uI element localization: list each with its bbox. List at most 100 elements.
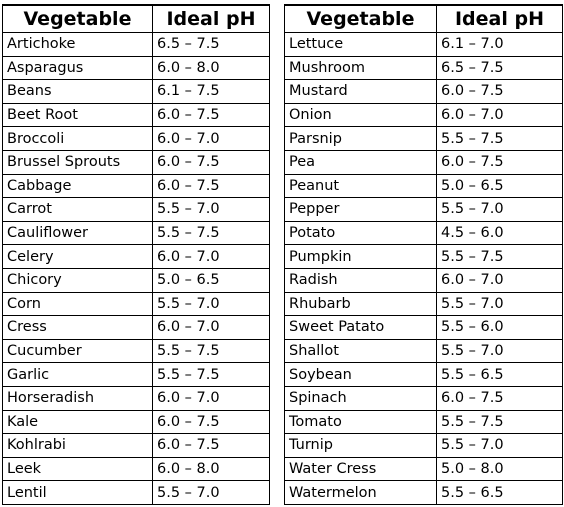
ph-range-cell: 6.0 – 7.0: [436, 102, 563, 128]
table-row: Onion 6.0 – 7.0: [284, 102, 563, 128]
vegetable-cell: Beans: [2, 79, 153, 104]
vegetable-cell: Pepper: [284, 197, 437, 222]
ph-range-cell: 6.0 – 7.5: [152, 409, 270, 435]
header-row: Vegetable Ideal pH: [2, 4, 270, 33]
ph-range-cell: 6.0 – 7.0: [152, 315, 270, 340]
vegetable-cell: Cabbage: [2, 173, 153, 199]
ph-range-cell: 6.1 – 7.5: [152, 79, 270, 104]
table-row: Brussel Sprouts 6.0 – 7.5: [2, 149, 270, 175]
vegetable-cell: Leek: [2, 456, 153, 482]
table-row: Water Cress 5.0 – 8.0: [284, 456, 563, 482]
table-row: Pepper 5.5 – 7.0: [284, 197, 563, 222]
vegetable-cell: Cress: [2, 315, 153, 340]
ph-range-cell: 5.5 – 7.5: [152, 338, 270, 364]
vegetable-cell: Lettuce: [284, 32, 437, 57]
ph-range-cell: 5.5 – 6.5: [436, 480, 563, 505]
ph-range-cell: 6.0 – 7.0: [152, 244, 270, 269]
table-row: Spinach 6.0 – 7.5: [284, 385, 563, 411]
ph-range-cell: 5.5 – 7.0: [152, 197, 270, 222]
ph-range-cell: 6.0 – 7.5: [436, 149, 563, 175]
ph-range-cell: 5.5 – 7.0: [152, 291, 270, 317]
vegetable-cell: Carrot: [2, 197, 153, 222]
vegetable-cell: Soybean: [284, 362, 437, 387]
table-row: Lettuce 6.1 – 7.0: [284, 32, 563, 57]
vegetable-cell: Chicory: [2, 267, 153, 293]
ph-range-cell: 5.0 – 6.5: [152, 267, 270, 293]
table-row: Cauliflower 5.5 – 7.5: [2, 220, 270, 246]
ideal-ph-header: Ideal pH: [436, 4, 563, 33]
table-row: Shallot 5.5 – 7.0: [284, 338, 563, 364]
ph-range-cell: 6.0 – 7.0: [436, 267, 563, 293]
vegetable-cell: Beet Root: [2, 102, 153, 128]
table-row: Horseradish 6.0 – 7.0: [2, 385, 270, 411]
vegetable-header: Vegetable: [284, 4, 437, 33]
vegetable-cell: Celery: [2, 244, 153, 269]
table-row: Garlic 5.5 – 7.5: [2, 362, 270, 387]
ph-range-cell: 6.1 – 7.0: [436, 32, 563, 57]
ph-range-cell: 5.0 – 8.0: [436, 456, 563, 482]
ph-range-cell: 6.0 – 7.5: [152, 173, 270, 199]
vegetable-cell: Artichoke: [2, 32, 153, 57]
table-row: Mustard 6.0 – 7.5: [284, 79, 563, 104]
vegetable-cell: Brussel Sprouts: [2, 149, 153, 175]
table-row: Cabbage 6.0 – 7.5: [2, 173, 270, 199]
table-row: Parsnip 5.5 – 7.5: [284, 126, 563, 151]
table-row: Beans 6.1 – 7.5: [2, 79, 270, 104]
vegetable-cell: Parsnip: [284, 126, 437, 151]
ph-range-cell: 5.5 – 7.5: [436, 409, 563, 435]
ph-range-cell: 6.0 – 8.0: [152, 55, 270, 81]
vegetable-cell: Cauliflower: [2, 220, 153, 246]
ph-range-cell: 6.0 – 7.5: [436, 385, 563, 411]
ph-range-cell: 5.5 – 7.0: [436, 197, 563, 222]
ph-table-left: Vegetable Ideal pH Artichoke 6.5 – 7.5 Asp…: [2, 4, 270, 505]
table-row: Celery 6.0 – 7.0: [2, 244, 270, 269]
ph-range-cell: 5.5 – 7.0: [436, 338, 563, 364]
ph-range-cell: 4.5 – 6.0: [436, 220, 563, 246]
vegetable-cell: Kale: [2, 409, 153, 435]
table-row: Pea 6.0 – 7.5: [284, 149, 563, 175]
vegetable-cell: Corn: [2, 291, 153, 317]
vegetable-cell: Mushroom: [284, 55, 437, 81]
vegetable-cell: Turnip: [284, 433, 437, 458]
vegetable-cell: Onion: [284, 102, 437, 128]
ph-range-cell: 6.0 – 7.5: [436, 79, 563, 104]
ph-range-cell: 6.0 – 7.0: [152, 126, 270, 151]
table-row: Kohlrabi 6.0 – 7.5: [2, 433, 270, 458]
table-row: Soybean 5.5 – 6.5: [284, 362, 563, 387]
table-row: Tomato 5.5 – 7.5: [284, 409, 563, 435]
table-row: Carrot 5.5 – 7.0: [2, 197, 270, 222]
ph-range-cell: 5.5 – 6.0: [436, 315, 563, 340]
ideal-ph-header: Ideal pH: [152, 4, 270, 33]
ph-range-cell: 6.0 – 7.5: [152, 102, 270, 128]
vegetable-cell: Water Cress: [284, 456, 437, 482]
table-row: Potato 4.5 – 6.0: [284, 220, 563, 246]
vegetable-cell: Spinach: [284, 385, 437, 411]
vegetable-cell: Broccoli: [2, 126, 153, 151]
table-row: Sweet Patato 5.5 – 6.0: [284, 315, 563, 340]
table-row: Beet Root 6.0 – 7.5: [2, 102, 270, 128]
ph-range-cell: 5.5 – 7.0: [436, 291, 563, 317]
ph-range-cell: 5.5 – 6.5: [436, 362, 563, 387]
table-row: Asparagus 6.0 – 8.0: [2, 55, 270, 81]
vegetable-cell: Mustard: [284, 79, 437, 104]
vegetable-cell: Tomato: [284, 409, 437, 435]
ph-range-cell: 5.5 – 7.5: [436, 244, 563, 269]
vegetable-cell: Potato: [284, 220, 437, 246]
table-row: Leek 6.0 – 8.0: [2, 456, 270, 482]
vegetable-cell: Pumpkin: [284, 244, 437, 269]
table-row: Mushroom 6.5 – 7.5: [284, 55, 563, 81]
table-row: Artichoke 6.5 – 7.5: [2, 32, 270, 57]
ph-range-cell: 6.5 – 7.5: [436, 55, 563, 81]
ph-range-cell: 5.5 – 7.0: [152, 480, 270, 505]
vegetable-cell: Shallot: [284, 338, 437, 364]
vegetable-cell: Pea: [284, 149, 437, 175]
ph-range-cell: 6.0 – 8.0: [152, 456, 270, 482]
vegetable-cell: Watermelon: [284, 480, 437, 505]
table-row: Peanut 5.0 – 6.5: [284, 173, 563, 199]
header-row: Vegetable Ideal pH: [284, 4, 563, 33]
vegetable-cell: Peanut: [284, 173, 437, 199]
ph-range-cell: 5.5 – 7.5: [152, 220, 270, 246]
ph-range-cell: 6.0 – 7.5: [152, 149, 270, 175]
table-row: Radish 6.0 – 7.0: [284, 267, 563, 293]
vegetable-cell: Asparagus: [2, 55, 153, 81]
